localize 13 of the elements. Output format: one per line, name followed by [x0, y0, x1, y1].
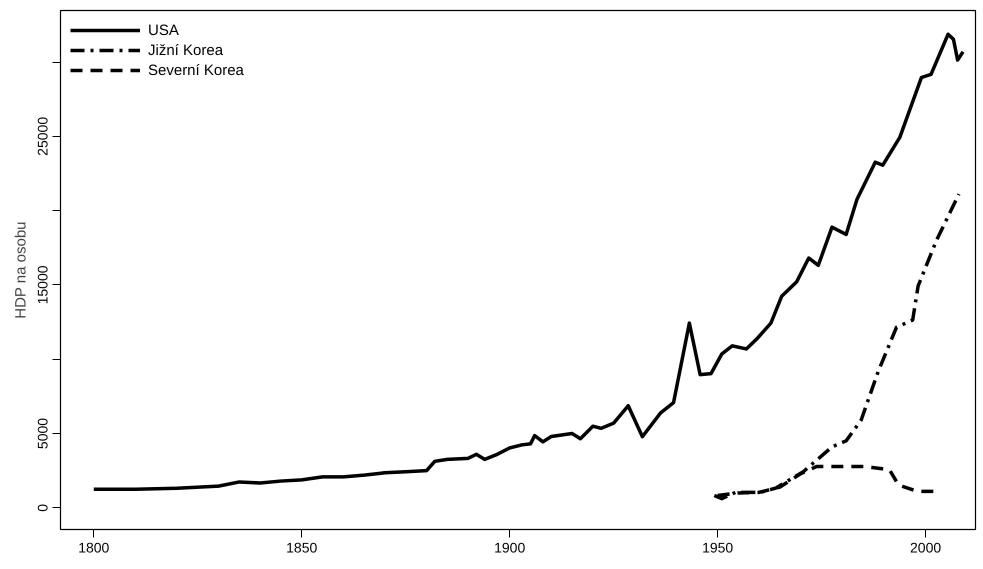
x-tick-label: 1900	[494, 540, 526, 556]
x-tick-label: 1800	[78, 540, 110, 556]
x-tick-label: 1950	[702, 540, 734, 556]
x-tick-label: 1850	[286, 540, 318, 556]
legend-label: Severní Korea	[148, 62, 244, 78]
legend-label: Jižní Korea	[148, 42, 224, 58]
y-tick-label: 25000	[34, 116, 50, 156]
y-tick-label: 0	[34, 504, 50, 512]
y-tick-label: 15000	[34, 265, 50, 304]
y-axis-title: HDP na osobu	[12, 221, 30, 319]
x-tick-label: 2000	[910, 540, 942, 556]
legend-label: USA	[148, 22, 179, 38]
y-tick-label: 5000	[34, 418, 50, 450]
